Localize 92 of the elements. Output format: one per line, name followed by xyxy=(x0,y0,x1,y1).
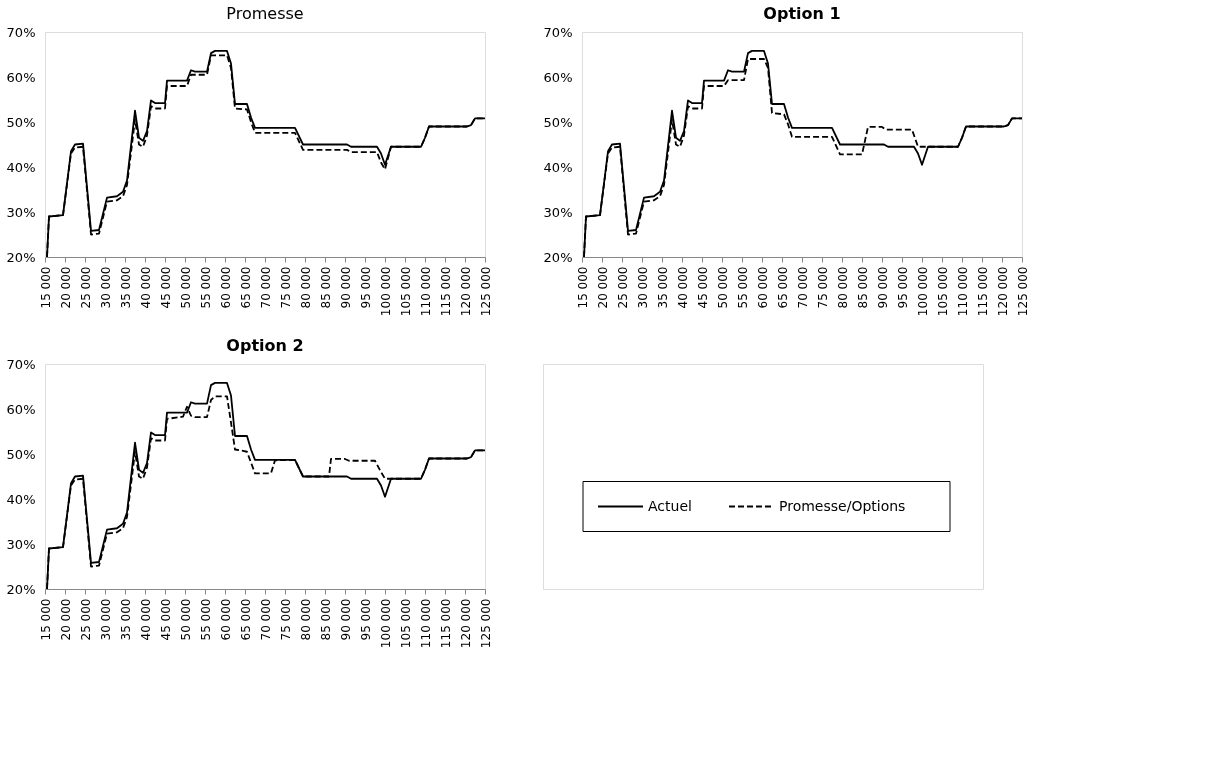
x-tick-label: 20 000 xyxy=(595,266,610,309)
x-tick-label: 80 000 xyxy=(298,266,313,309)
x-tick-label: 85 000 xyxy=(855,266,870,309)
x-tick-label: 55 000 xyxy=(198,266,213,309)
x-tick-label: 30 000 xyxy=(98,598,113,641)
x-tick-label: 110 000 xyxy=(955,266,970,317)
x-tick-label: 100 000 xyxy=(915,266,930,317)
x-tick-label: 120 000 xyxy=(995,266,1010,317)
x-tick-label: 105 000 xyxy=(398,598,413,649)
x-tick-label: 35 000 xyxy=(118,598,133,641)
y-tick-label: 50% xyxy=(543,114,573,130)
y-tick-label: 30% xyxy=(6,204,36,220)
x-tick-label: 85 000 xyxy=(318,266,333,309)
x-tick-label: 85 000 xyxy=(318,598,333,641)
y-tick-label: 60% xyxy=(6,69,36,85)
y-tick-label: 40% xyxy=(543,159,573,175)
y-tick-label: 70% xyxy=(6,24,36,40)
x-tick-label: 20 000 xyxy=(58,266,73,309)
x-tick-label: 125 000 xyxy=(478,598,493,649)
x-tick-label: 55 000 xyxy=(198,598,213,641)
x-tick-label: 60 000 xyxy=(755,266,770,309)
x-tick-label: 95 000 xyxy=(358,598,373,641)
y-tick-label: 20% xyxy=(6,581,36,597)
x-tick-label: 115 000 xyxy=(438,598,453,649)
x-tick-label: 35 000 xyxy=(655,266,670,309)
y-tick-label: 30% xyxy=(6,536,36,552)
x-tick-label: 120 000 xyxy=(458,266,473,317)
x-tick-label: 95 000 xyxy=(895,266,910,309)
x-tick-label: 90 000 xyxy=(338,266,353,309)
x-tick-label: 75 000 xyxy=(278,598,293,641)
x-tick-label: 70 000 xyxy=(258,598,273,641)
legend-label: Actuel xyxy=(648,497,692,514)
x-tick-label: 45 000 xyxy=(158,598,173,641)
chart-title: Option 2 xyxy=(226,336,304,355)
x-tick-label: 30 000 xyxy=(635,266,650,309)
x-tick-label: 110 000 xyxy=(418,266,433,317)
x-tick-label: 110 000 xyxy=(418,598,433,649)
x-tick-label: 40 000 xyxy=(138,598,153,641)
x-tick-label: 90 000 xyxy=(338,598,353,641)
x-tick-label: 95 000 xyxy=(358,266,373,309)
x-tick-label: 60 000 xyxy=(218,266,233,309)
y-tick-label: 60% xyxy=(543,69,573,85)
x-tick-label: 75 000 xyxy=(278,266,293,309)
x-tick-label: 65 000 xyxy=(775,266,790,309)
x-tick-label: 125 000 xyxy=(478,266,493,317)
x-tick-label: 45 000 xyxy=(695,266,710,309)
x-tick-label: 115 000 xyxy=(438,266,453,317)
x-tick-label: 105 000 xyxy=(935,266,950,317)
y-tick-label: 20% xyxy=(543,249,573,265)
y-tick-label: 40% xyxy=(6,159,36,175)
x-tick-label: 25 000 xyxy=(615,266,630,309)
x-tick-label: 70 000 xyxy=(258,266,273,309)
y-tick-label: 50% xyxy=(6,114,36,130)
x-tick-label: 25 000 xyxy=(78,266,93,309)
x-tick-label: 90 000 xyxy=(875,266,890,309)
y-tick-label: 60% xyxy=(6,401,36,417)
x-tick-label: 20 000 xyxy=(58,598,73,641)
y-tick-label: 20% xyxy=(6,249,36,265)
chart-title: Option 1 xyxy=(763,4,841,23)
x-tick-label: 120 000 xyxy=(458,598,473,649)
x-tick-label: 40 000 xyxy=(675,266,690,309)
x-tick-label: 125 000 xyxy=(1015,266,1030,317)
y-tick-label: 40% xyxy=(6,491,36,507)
x-tick-label: 100 000 xyxy=(378,598,393,649)
x-tick-label: 100 000 xyxy=(378,266,393,317)
x-tick-label: 70 000 xyxy=(795,266,810,309)
x-tick-label: 15 000 xyxy=(38,266,53,309)
x-tick-label: 40 000 xyxy=(138,266,153,309)
x-tick-label: 60 000 xyxy=(218,598,233,641)
x-tick-label: 75 000 xyxy=(815,266,830,309)
x-tick-label: 65 000 xyxy=(238,598,253,641)
x-tick-label: 15 000 xyxy=(575,266,590,309)
y-tick-label: 70% xyxy=(6,356,36,372)
x-tick-label: 50 000 xyxy=(715,266,730,309)
legend-label: Promesse/Options xyxy=(779,497,906,514)
x-tick-label: 80 000 xyxy=(298,598,313,641)
y-tick-label: 50% xyxy=(6,446,36,462)
x-tick-label: 115 000 xyxy=(975,266,990,317)
x-tick-label: 35 000 xyxy=(118,266,133,309)
x-tick-label: 50 000 xyxy=(178,598,193,641)
x-tick-label: 80 000 xyxy=(835,266,850,309)
x-tick-label: 45 000 xyxy=(158,266,173,309)
x-tick-label: 30 000 xyxy=(98,266,113,309)
x-tick-label: 65 000 xyxy=(238,266,253,309)
x-tick-label: 15 000 xyxy=(38,598,53,641)
x-tick-label: 105 000 xyxy=(398,266,413,317)
y-tick-label: 70% xyxy=(543,24,573,40)
x-tick-label: 55 000 xyxy=(735,266,750,309)
y-tick-label: 30% xyxy=(543,204,573,220)
x-tick-label: 25 000 xyxy=(78,598,93,641)
chart-title: Promesse xyxy=(226,4,304,23)
x-tick-label: 50 000 xyxy=(178,266,193,309)
